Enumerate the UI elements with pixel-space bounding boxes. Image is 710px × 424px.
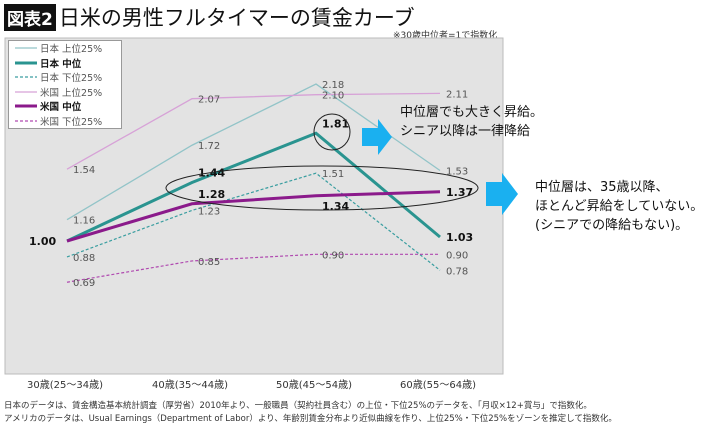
legend-swatch: [15, 120, 37, 122]
legend-label: 米国 中位: [40, 102, 82, 114]
series-line: [66, 172, 441, 271]
legend-label: 米国 下位25%: [40, 116, 103, 128]
legend-item: 日本 上位25%: [9, 41, 121, 56]
highlight-circle: [313, 113, 351, 151]
data-label: 1.37: [446, 186, 473, 199]
footnote-japan: 日本のデータは、賃金構造基本統計調査（厚労省）2010年より、一般職員（契約社員…: [4, 401, 592, 411]
legend-item: 日本 中位: [9, 56, 121, 71]
data-label: 1.53: [446, 167, 468, 178]
callout-japan: 中位層でも大きく昇給。 シニア以降は一律降給: [400, 105, 544, 139]
data-label: 1.03: [446, 231, 473, 244]
legend-label: 日本 上位25%: [40, 44, 103, 56]
series-line: [66, 131, 441, 243]
figure-badge: 図表2: [4, 3, 56, 31]
legend-swatch: [15, 104, 37, 108]
data-label: 0.88: [73, 253, 95, 264]
data-label: 1.00: [29, 235, 56, 248]
series-line: [66, 92, 441, 170]
chart-title: 日米の男性フルタイマーの賃金カーブ: [58, 6, 415, 30]
data-label: 1.51: [322, 169, 344, 180]
series-line: [66, 190, 441, 243]
data-label: 1.44: [198, 166, 225, 179]
legend-label: 日本 下位25%: [40, 73, 103, 85]
highlight-ellipse: [165, 165, 479, 211]
x-tick-label: 40歳(35～44歳): [152, 379, 228, 391]
data-label: 1.23: [198, 206, 220, 217]
arrow-icon: [362, 119, 392, 155]
legend-item: 日本 下位25%: [9, 70, 121, 85]
data-label: 1.81: [322, 117, 349, 130]
legend-label: 日本 中位: [40, 58, 82, 70]
data-label: 0.90: [322, 250, 344, 261]
footnote-us: アメリカのデータは、Usual Earnings（Department of L…: [4, 414, 617, 424]
legend-item: 米国 上位25%: [9, 85, 121, 100]
data-label: 0.78: [446, 266, 468, 277]
arrow-icon: [486, 173, 518, 215]
callout-us: 中位層は、35歳以降、 ほとんど昇給をしていない。 (シニアでの降給もない)。: [535, 180, 704, 233]
data-label: 1.34: [322, 200, 349, 213]
series-line: [66, 253, 440, 283]
legend-label: 米国 上位25%: [40, 87, 103, 99]
data-label: 2.07: [198, 95, 220, 106]
index-note: ※30歳中位者=1で指数化: [393, 31, 498, 41]
data-label: 0.90: [446, 250, 468, 261]
x-tick-label: 50歳(45～54歳): [276, 379, 352, 391]
data-label: 1.72: [198, 141, 220, 152]
data-label: 2.11: [446, 89, 468, 100]
data-label: 2.18: [322, 80, 344, 91]
legend-swatch: [15, 47, 37, 49]
legend-swatch: [15, 91, 37, 93]
data-label: 0.85: [198, 257, 220, 268]
legend-item: 米国 下位25%: [9, 114, 121, 129]
x-tick-label: 30歳(25～34歳): [27, 379, 103, 391]
data-label: 2.10: [322, 91, 344, 102]
title: 図表2 日米の男性フルタイマーの賃金カーブ: [4, 2, 415, 32]
data-label: 1.28: [198, 188, 225, 201]
data-label: 1.54: [73, 165, 95, 176]
x-tick-label: 60歳(55～64歳): [400, 379, 476, 391]
legend-item: 米国 中位: [9, 99, 121, 114]
legend-swatch: [15, 76, 37, 78]
legend: 日本 上位25% 日本 中位日本 下位25% 米国 上位25% 米国 中位米国 下位2…: [8, 40, 122, 129]
data-label: 0.69: [73, 278, 95, 289]
legend-swatch: [15, 61, 37, 65]
data-label: 1.16: [73, 216, 95, 227]
